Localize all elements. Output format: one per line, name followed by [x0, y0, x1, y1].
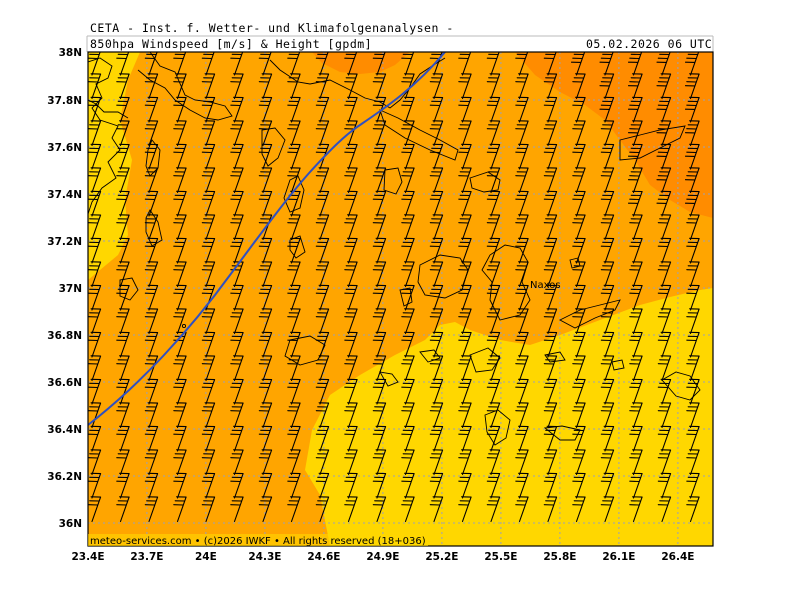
longitude-tick-label: 24.9E	[366, 551, 399, 563]
longitude-tick-label: 23.7E	[130, 551, 163, 563]
latitude-tick-label: 37N	[59, 283, 82, 295]
latitude-tick-label: 37.2N	[47, 236, 82, 248]
latitude-axis: 38N 37.8N 37.6N 37.4N 37.2N 37N 36.8N 36.6N 36.4…	[47, 47, 82, 530]
latitude-tick-label: 36.8N	[47, 330, 82, 342]
longitude-tick-label: 26.1E	[602, 551, 635, 563]
longitude-tick-label: 24E	[195, 551, 217, 563]
longitude-tick-label: 24.6E	[307, 551, 340, 563]
longitude-tick-label: 24.3E	[248, 551, 281, 563]
longitude-tick-label: 25.8E	[543, 551, 576, 563]
latitude-tick-label: 37.4N	[47, 189, 82, 201]
longitude-tick-label: 23.4E	[71, 551, 104, 563]
longitude-tick-label: 25.5E	[484, 551, 517, 563]
latitude-tick-label: 37.6N	[47, 142, 82, 154]
footer-credit: meteo-services.com • (c)2026 IWKF • All …	[90, 536, 426, 547]
latitude-tick-label: 38N	[59, 47, 82, 59]
latitude-tick-label: 37.8N	[47, 95, 82, 107]
longitude-tick-label: 26.4E	[661, 551, 694, 563]
longitude-axis: 23.4E 23.7E 24E 24.3E 24.6E 24.9E 25.2E 25.5E 25…	[71, 551, 694, 563]
latitude-tick-label: 36N	[59, 518, 82, 530]
latitude-tick-label: 36.2N	[47, 471, 82, 483]
longitude-tick-label: 25.2E	[425, 551, 458, 563]
place-label-naxos: Naxos	[530, 280, 561, 291]
latitude-tick-label: 36.6N	[47, 377, 82, 389]
latitude-tick-label: 36.4N	[47, 424, 82, 436]
